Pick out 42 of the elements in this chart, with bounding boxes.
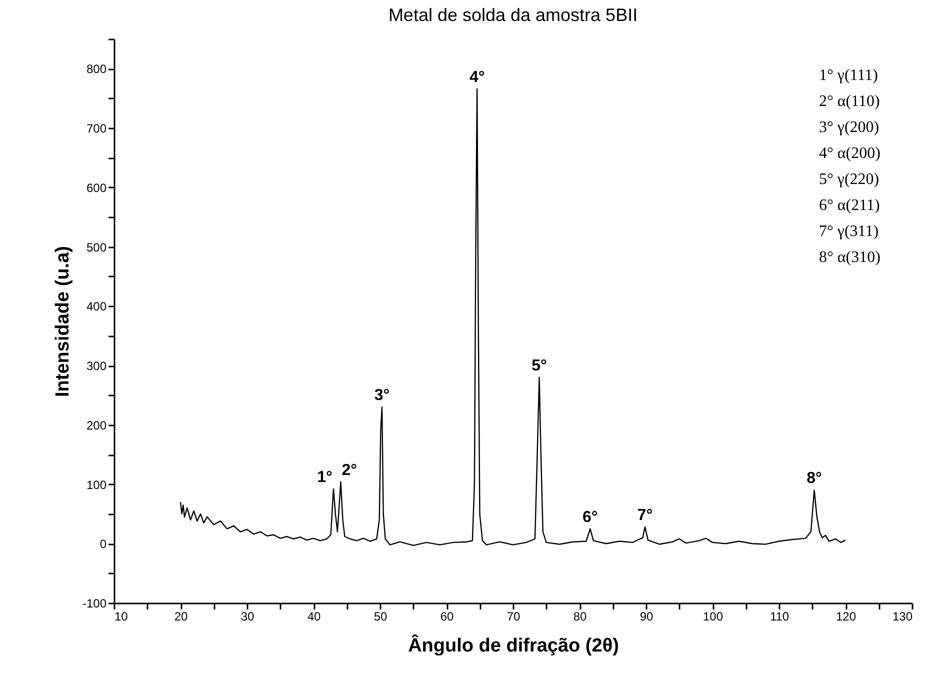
x-tick-label: 20 xyxy=(174,610,188,624)
y-axis-title: Intensidade (u.a) xyxy=(52,246,74,397)
x-tick-label: 100 xyxy=(702,610,724,624)
annotation: 5° γ(220) xyxy=(819,171,880,188)
annotation: 6° xyxy=(582,508,598,526)
x-axis-title: Ângulo de difração (2θ) xyxy=(408,634,619,656)
y-tick-label: 500 xyxy=(86,240,107,254)
y-tick-label: 700 xyxy=(86,122,107,136)
x-tick-label: 70 xyxy=(506,610,520,624)
x-tick-label: 10 xyxy=(114,610,128,624)
x-tick-label: 130 xyxy=(892,610,913,624)
y-tick-label: 200 xyxy=(86,418,107,432)
x-tick-label: 120 xyxy=(836,610,856,624)
annotation: 4° xyxy=(469,68,485,86)
chart-title: Metal de solda da amostra 5BII xyxy=(388,5,638,25)
x-tick-label: 50 xyxy=(374,610,388,624)
annotation: 5° xyxy=(532,357,547,374)
x-tick-label: 110 xyxy=(770,610,790,624)
y-tick-label: 800 xyxy=(86,62,107,76)
annotation: 8° α(310) xyxy=(819,249,880,266)
x-tick-label: 80 xyxy=(573,610,587,624)
annotation: 2° α(110) xyxy=(819,93,880,110)
y-tick-label: 600 xyxy=(86,180,107,195)
annotation: 7° γ(311) xyxy=(819,223,879,240)
annotation: 4° α(200) xyxy=(819,145,880,162)
annotation: 1° γ(111) xyxy=(819,67,878,84)
annotation: 3° γ(200) xyxy=(819,119,880,136)
annotation: 8° xyxy=(806,470,822,488)
annotation: 1° xyxy=(317,469,332,486)
y-tick-label: 300 xyxy=(86,359,107,374)
x-tick-label: 90 xyxy=(640,610,654,624)
x-tick-label: 60 xyxy=(440,610,454,624)
x-tick-label: 40 xyxy=(307,610,321,624)
annotation: 3° xyxy=(374,387,390,404)
y-tick-label: 400 xyxy=(86,300,107,314)
y-tick-label: 100 xyxy=(86,478,107,492)
y-tick-label: 0 xyxy=(100,537,107,552)
annotation: 2° xyxy=(342,462,358,479)
annotation: 7° xyxy=(637,507,653,524)
y-tick-label: -100 xyxy=(82,596,107,610)
annotation: 6° α(211) xyxy=(819,197,880,214)
x-tick-label: 30 xyxy=(240,610,254,624)
